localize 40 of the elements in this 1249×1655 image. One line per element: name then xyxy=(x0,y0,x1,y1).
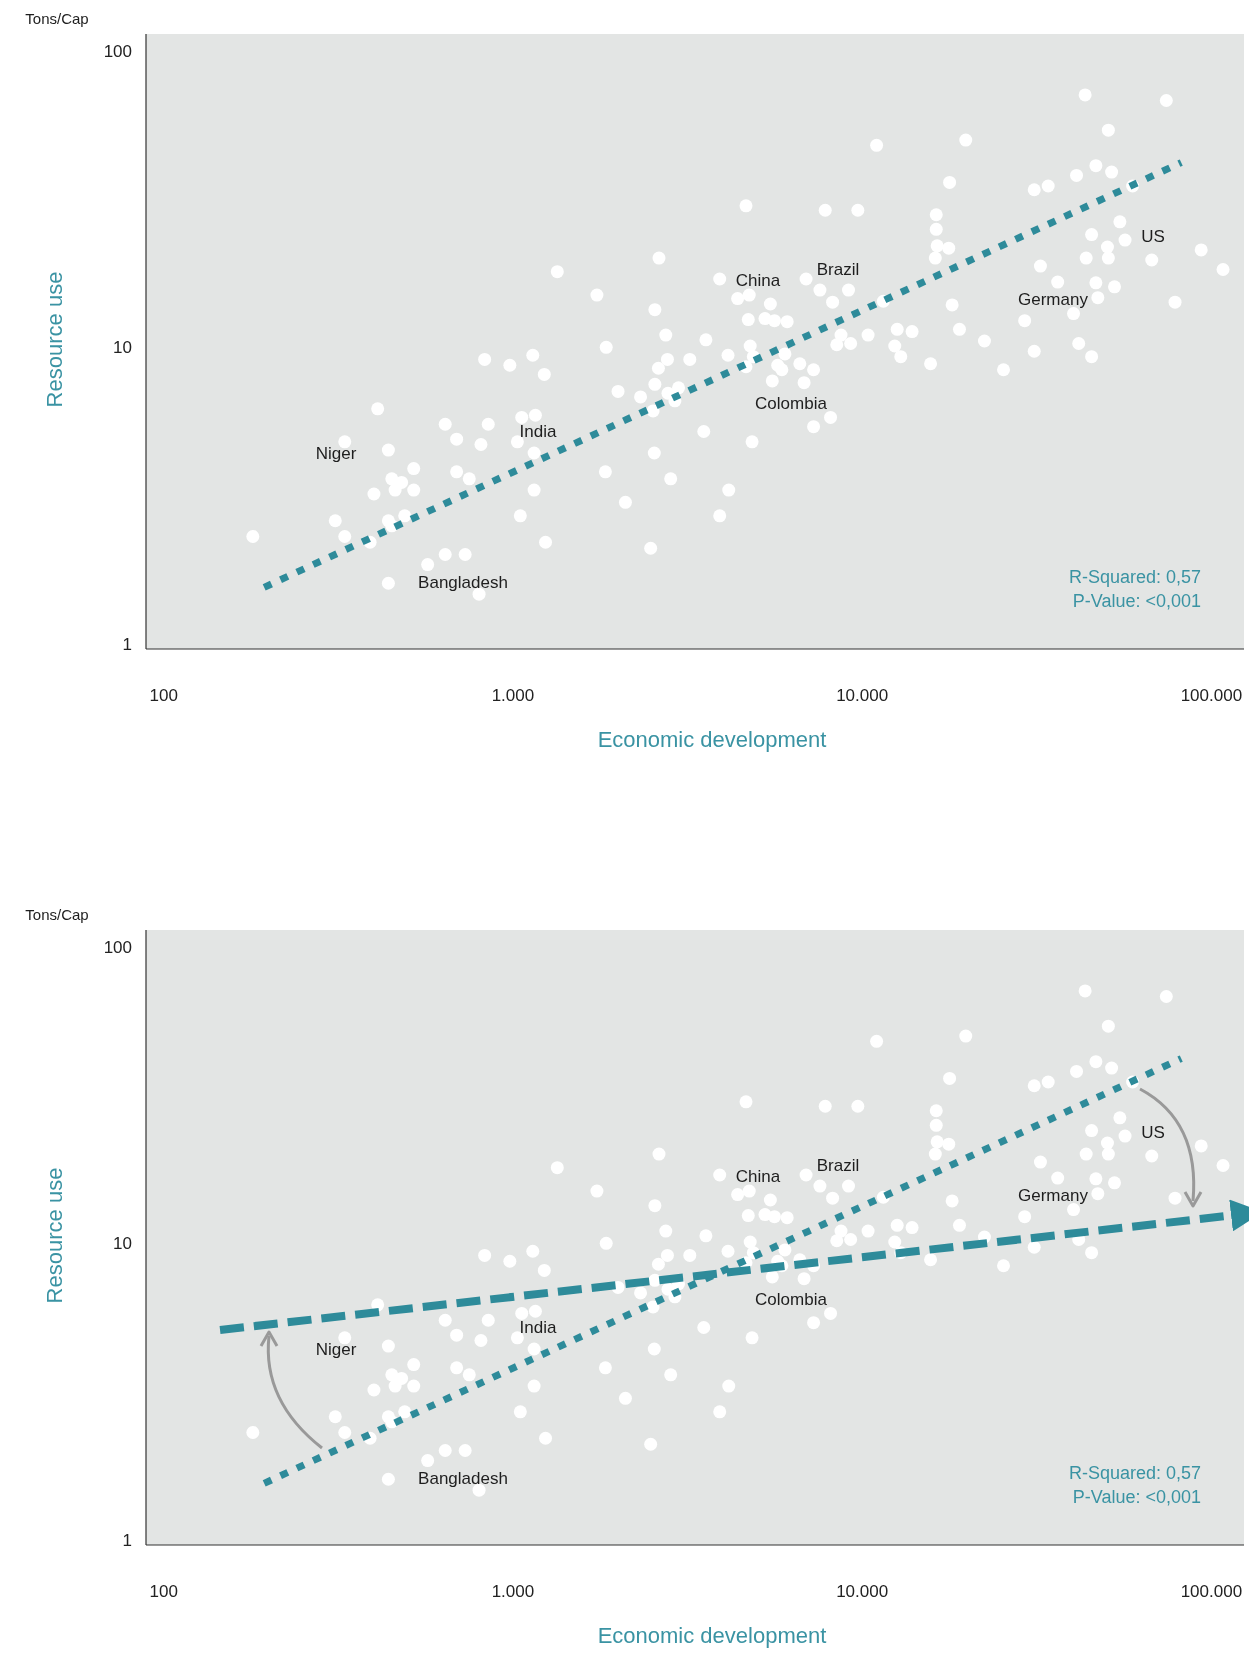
y-tick-label: 10 xyxy=(113,1234,132,1254)
annotation: R-Squared: 0,57 xyxy=(1068,567,1201,587)
x-tick-label: 100 xyxy=(149,1582,178,1601)
x-tick-label: 10.000 xyxy=(836,1582,889,1601)
annotation: P-Value: <0,001 xyxy=(1072,1487,1201,1507)
annotation: Brazil xyxy=(816,260,860,279)
annotation: Colombia xyxy=(755,394,828,413)
x-tick-label: 100.000 xyxy=(1180,1582,1243,1601)
y-tick-label: 1 xyxy=(122,1530,132,1550)
annotation: Bangladesh xyxy=(418,573,508,592)
x-tick-label: 1.000 xyxy=(491,1582,535,1601)
y-axis-title: Resource use xyxy=(42,271,67,408)
annotation: India xyxy=(519,422,557,441)
annotation: US xyxy=(1141,227,1165,246)
y-tick-label: 10 xyxy=(113,338,132,358)
x-axis-title: Economic development xyxy=(597,727,827,752)
annotation: P-Value: <0,001 xyxy=(1072,591,1201,611)
annotation: China xyxy=(735,1167,781,1186)
annotation: R-Squared: 0,57 xyxy=(1068,1463,1201,1483)
y-axis-title: Resource use xyxy=(42,1167,67,1304)
x-tick-label: 100.000 xyxy=(1180,686,1243,705)
text: Tons/Cap xyxy=(25,906,89,923)
annotation: Niger xyxy=(315,1340,357,1359)
x-axis-title: Economic development xyxy=(597,1623,827,1648)
x-tick-label: 100 xyxy=(149,686,178,705)
annotation: Niger xyxy=(315,444,357,463)
annotation: Brazil xyxy=(816,1156,860,1175)
y-tick-label: 100 xyxy=(103,937,132,957)
annotation: Colombia xyxy=(755,1290,828,1309)
annotation: Germany xyxy=(1018,290,1089,309)
y-tick-label: 100 xyxy=(103,41,132,61)
y-tick-label: 1 xyxy=(122,634,132,654)
text: Tons/Cap xyxy=(25,10,89,27)
annotation: China xyxy=(735,271,781,290)
annotation: India xyxy=(519,1318,557,1337)
annotation: Bangladesh xyxy=(418,1469,508,1488)
x-tick-label: 1.000 xyxy=(491,686,535,705)
annotation: Germany xyxy=(1018,1186,1089,1205)
annotation: US xyxy=(1141,1123,1165,1142)
x-tick-label: 10.000 xyxy=(836,686,889,705)
